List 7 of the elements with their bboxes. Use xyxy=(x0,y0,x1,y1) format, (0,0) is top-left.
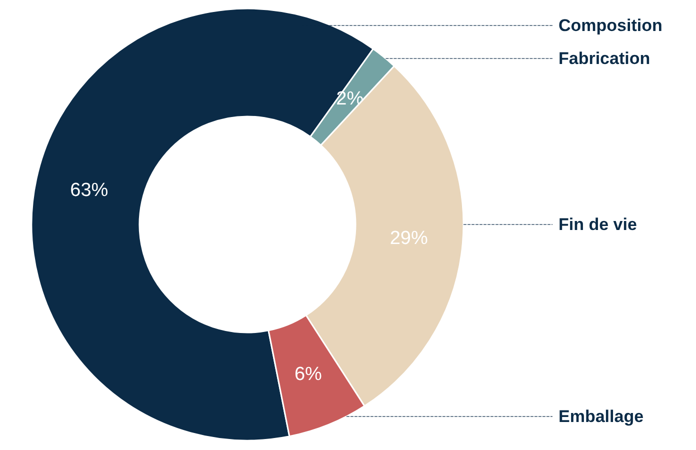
slice-label: Fin de vie xyxy=(558,215,637,234)
data-label: 6% xyxy=(294,364,322,386)
data-label: 63% xyxy=(70,180,108,201)
slice-label: Fabrication xyxy=(558,49,650,68)
data-label: 29% xyxy=(390,228,428,250)
slice-label: Composition xyxy=(558,16,662,35)
slice-label: Emballage xyxy=(558,407,644,426)
